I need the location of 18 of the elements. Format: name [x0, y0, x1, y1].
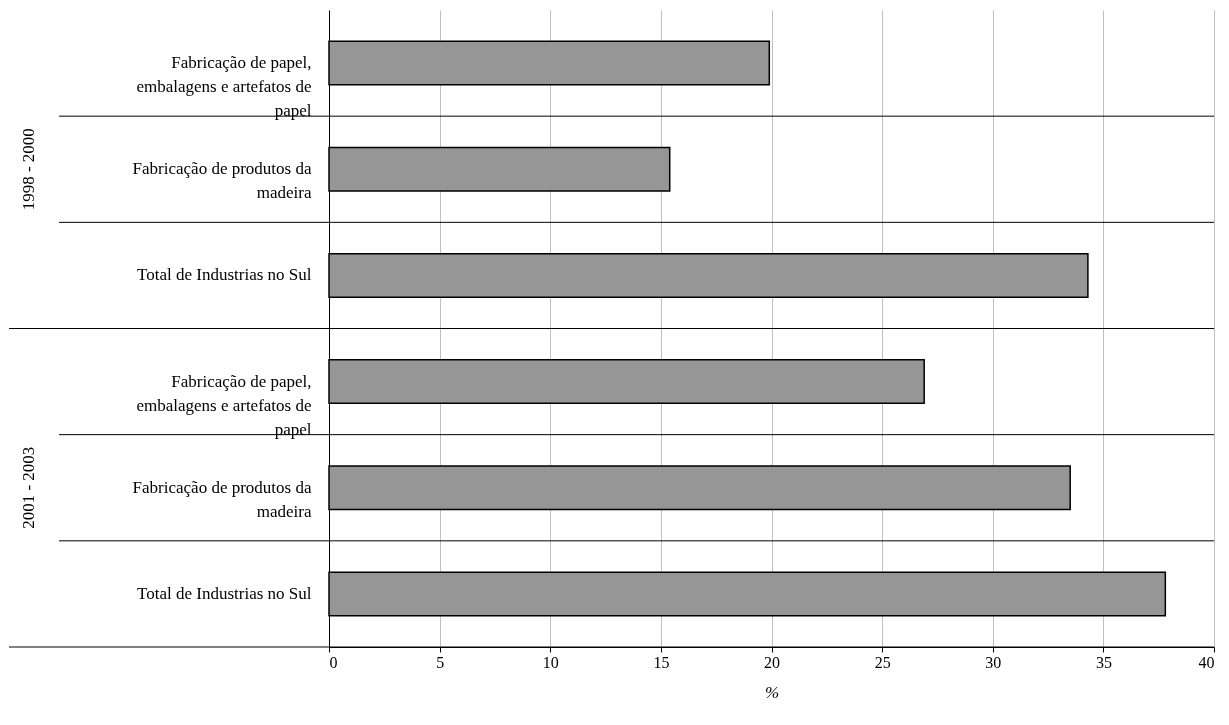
x-tick-label: 20	[764, 653, 780, 671]
x-tick-label: 5	[436, 653, 445, 671]
y-tick-label: Fabricação de papel, embalagens e artefatos de papel	[136, 53, 312, 121]
x-tick-label: 35	[1095, 653, 1112, 671]
x-tick-label: 15	[653, 653, 670, 671]
x-tick-label: 0	[329, 653, 338, 671]
x-axis-title: %	[764, 682, 780, 702]
y-tick-label: Fabricação de produtos da madeira	[132, 159, 312, 203]
x-tick-label: 10	[542, 653, 559, 671]
y-tick-label: Total de Industrias no Sul	[137, 265, 312, 285]
y-tick-label: Total de Industrias no Sul	[137, 583, 312, 603]
text: 1998 - 2000	[19, 128, 38, 211]
x-tick-label: 30	[985, 653, 1002, 671]
y-tick-label: Fabricação de papel, embalagens e artefatos de papel	[136, 371, 312, 439]
text: 2001 - 2003	[19, 446, 38, 529]
x-tick-label: 40	[1198, 653, 1215, 671]
x-tick-label: 25	[874, 653, 891, 671]
y-tick-label: Fabricação de produtos da madeira	[132, 477, 312, 521]
